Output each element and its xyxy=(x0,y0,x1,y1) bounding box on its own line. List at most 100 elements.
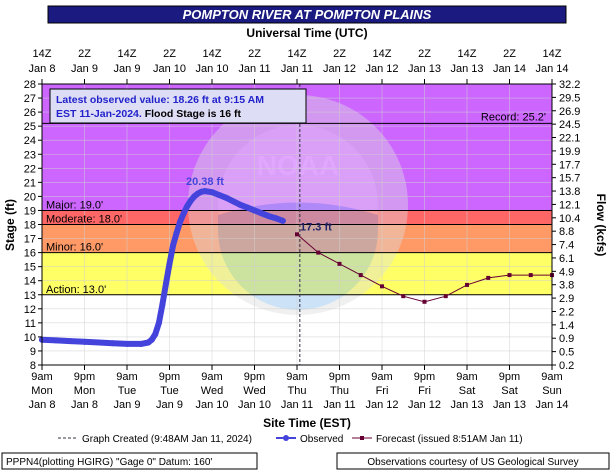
top-tick-label: 14Z xyxy=(543,48,562,60)
forecast-start-label: 17.3 ft xyxy=(300,221,332,233)
observed-point xyxy=(244,204,251,211)
observed-point xyxy=(155,319,162,326)
noaa-logo-outer xyxy=(188,95,408,315)
bottom-tick-date: Jan 11 xyxy=(323,399,355,411)
threshold-labels: Record: 25.2' Major: 19.0' Moderate: 18.0'… xyxy=(46,111,546,295)
top-tick-label: 14Z xyxy=(118,48,137,60)
stage-axis-title: Stage (ft) xyxy=(3,199,17,251)
stage-tick-label: 13 xyxy=(24,290,36,302)
flow-tick-label: 12.1 xyxy=(559,199,580,211)
bottom-tick-day: Fri xyxy=(376,385,389,397)
forecast-point xyxy=(486,275,491,280)
footer-right-box xyxy=(336,452,610,470)
bottom-tick-time: 9am xyxy=(201,371,222,383)
bottom-tick-day: Tue xyxy=(118,385,137,397)
forecast-point xyxy=(422,299,427,304)
top-tick-date: Jan 12 xyxy=(365,63,398,75)
footer-courtesy: Observations courtesy of US Geological S… xyxy=(367,457,578,468)
top-tick-label: 14Z xyxy=(458,48,477,60)
flow-tick-label: 2.9 xyxy=(559,293,574,305)
top-tick-date: Jan 14 xyxy=(493,63,526,75)
bottom-tick-time: 9pm xyxy=(159,371,180,383)
bottom-tick-time: 9pm xyxy=(74,371,95,383)
observed-point xyxy=(166,260,173,267)
observed-point xyxy=(187,197,194,204)
bottom-tick-time: 9pm xyxy=(329,371,350,383)
flow-tick-label: 1.4 xyxy=(559,320,574,332)
top-tick-date: Jan 13 xyxy=(450,63,483,75)
observed-point xyxy=(67,338,74,345)
stage-tick-label: 24 xyxy=(24,135,36,147)
bottom-tick-date: Jan 10 xyxy=(238,399,271,411)
flow-tick-label: 19.9 xyxy=(559,146,580,158)
data-series: 20.38 ft 17.3 ft xyxy=(39,176,554,347)
top-tick-label: 14Z xyxy=(33,48,52,60)
observed-point xyxy=(173,229,180,236)
flow-tick-label: 29.5 xyxy=(559,92,580,104)
forecast-point xyxy=(507,273,512,278)
observed-point xyxy=(138,340,145,347)
title-bar xyxy=(47,5,567,24)
observed-point xyxy=(124,340,130,347)
forecast-point xyxy=(316,250,321,255)
footer-datum: PPPN4(plotting HGIRG) "Gage 0" Datum: 16… xyxy=(6,457,212,468)
stage-tick-label: 23 xyxy=(24,149,36,161)
top-tick-date: Jan 10 xyxy=(153,63,186,75)
bottom-tick-date: Jan 14 xyxy=(535,399,568,411)
forecast-point xyxy=(401,294,406,299)
threshold-label-moderate: Moderate: 18.0' xyxy=(46,214,122,226)
forecast-point xyxy=(337,261,342,266)
bottom-tick-date: Jan 9 xyxy=(114,399,141,411)
observed-point xyxy=(272,215,279,222)
stage-axis: 8 9 10 11 12 13 14 15 16 17 18 19 20 21 22 23 24 25 26 27 28 xyxy=(24,79,42,372)
observed-point xyxy=(95,339,102,346)
threshold-label-record: Record: 25.2' xyxy=(481,111,546,123)
observed-point xyxy=(230,198,237,205)
peak-label: 20.38 ft xyxy=(186,176,224,188)
observed-point xyxy=(184,203,191,210)
observed-point xyxy=(53,337,60,344)
bottom-tick-time: 9am xyxy=(31,371,52,383)
forecast-point xyxy=(380,284,384,289)
observed-point xyxy=(279,217,286,224)
flow-tick-label: 4.9 xyxy=(559,266,574,278)
legend-observed-marker xyxy=(283,435,289,441)
stage-tick-label: 25 xyxy=(24,121,36,133)
observed-point xyxy=(177,218,184,225)
bottom-tick-date: Jan 11 xyxy=(281,399,313,411)
observed-point xyxy=(216,191,223,198)
latest-value-box-bg xyxy=(49,88,307,124)
top-tick-label: 2Z xyxy=(333,48,346,60)
bottom-tick-day: Fri xyxy=(418,385,431,397)
latest-value-line1: Latest observed value: 18.26 ft at 9:15 … xyxy=(56,94,264,106)
stage-tick-label: 27 xyxy=(24,93,36,105)
stage-tick-label: 21 xyxy=(24,177,36,189)
flow-tick-label: 15.7 xyxy=(559,173,580,185)
observed-point xyxy=(180,210,187,217)
stage-tick-label: 19 xyxy=(24,205,36,217)
observed-point xyxy=(251,207,258,214)
bottom-tick-day: Mon xyxy=(74,385,95,397)
flow-tick-label: 10.4 xyxy=(559,213,580,225)
top-tick-date: Jan 10 xyxy=(195,63,228,75)
bottom-tick-date: Jan 13 xyxy=(450,399,483,411)
top-axis-title: Universal Time (UTC) xyxy=(246,26,367,40)
observed-point xyxy=(148,336,155,343)
latest-value-date: EST 11-Jan-2024. xyxy=(56,108,145,120)
top-tick-date: Jan 8 xyxy=(29,63,56,75)
bottom-tick-time: 9pm xyxy=(244,371,265,383)
stage-tick-label: 14 xyxy=(24,276,36,288)
stage-tick-label: 11 xyxy=(25,318,36,330)
flow-tick-label: 0.2 xyxy=(559,360,574,372)
noaa-logo-watermark: NOAA xyxy=(188,95,408,315)
stage-tick-label: 12 xyxy=(24,304,36,316)
flow-tick-label: 13.8 xyxy=(559,186,580,198)
legend-observed: Observed xyxy=(300,434,343,445)
threshold-label-minor: Minor: 16.0' xyxy=(46,242,103,254)
noaa-logo-text: NOAA xyxy=(257,150,339,181)
stage-tick-label: 28 xyxy=(24,79,36,91)
observed-point xyxy=(258,210,265,217)
threshold-label-major: Major: 19.0' xyxy=(46,199,103,211)
top-tick-label: 2Z xyxy=(503,48,516,60)
